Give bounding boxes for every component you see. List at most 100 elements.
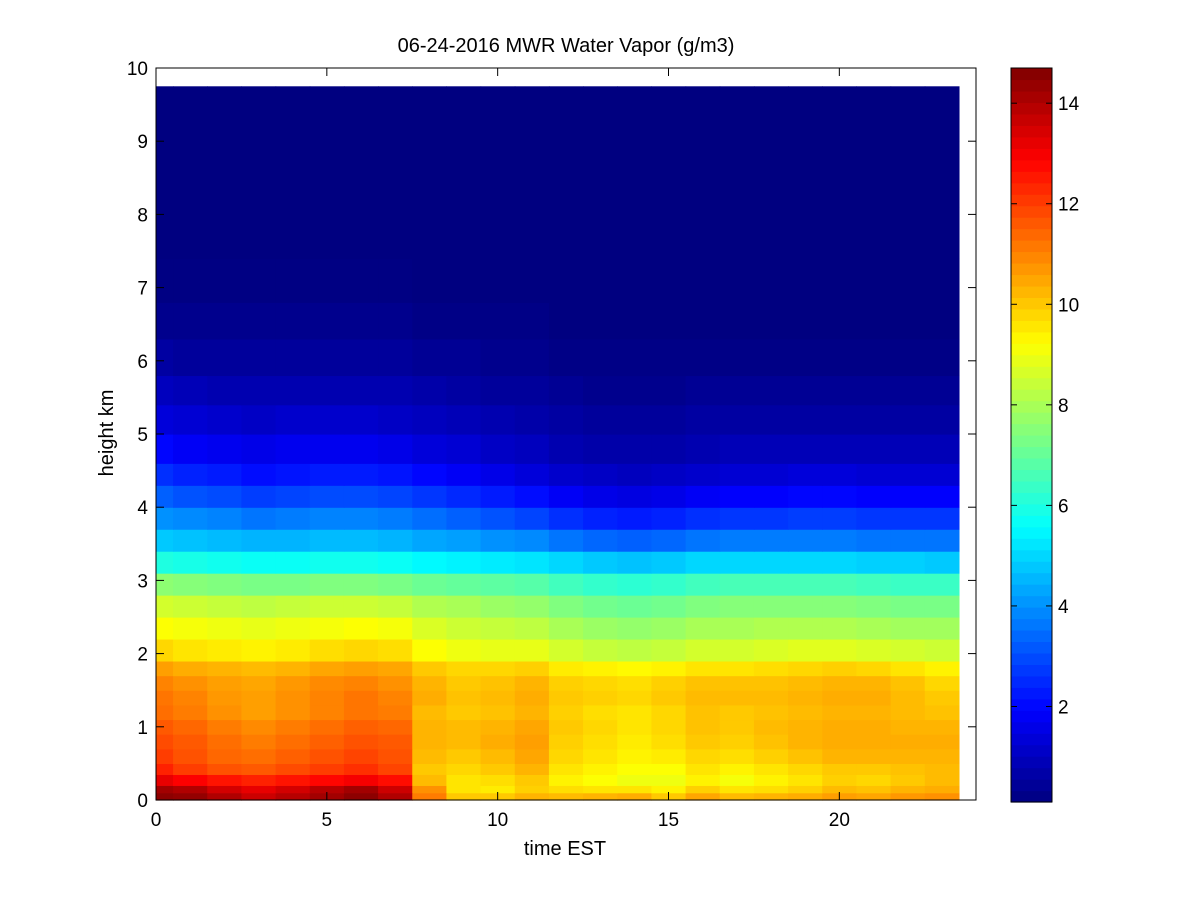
heatmap-cell xyxy=(822,675,858,691)
heatmap-cell xyxy=(275,763,311,775)
heatmap-cell xyxy=(207,375,243,406)
heatmap-cell xyxy=(856,141,892,208)
heatmap-cell xyxy=(514,86,550,142)
heatmap-cell xyxy=(275,595,311,618)
heatmap-cell xyxy=(514,763,550,775)
heatmap-cell xyxy=(241,463,277,486)
heatmap-cell xyxy=(753,785,789,794)
heatmap-cell xyxy=(583,207,618,259)
heatmap-cell xyxy=(924,774,960,786)
heatmap-cell xyxy=(617,434,653,464)
colorbar-step xyxy=(1011,526,1052,539)
colorbar-step xyxy=(1011,389,1052,402)
heatmap-cell xyxy=(378,638,413,662)
heatmap-cell xyxy=(583,595,618,618)
heatmap-cell xyxy=(446,595,482,618)
heatmap-cell xyxy=(412,595,448,618)
heatmap-cell xyxy=(173,529,208,552)
heatmap-cell xyxy=(617,141,653,208)
heatmap-cell xyxy=(514,675,550,691)
heatmap-cell xyxy=(514,785,550,794)
heatmap-cell xyxy=(890,207,926,259)
heatmap-cell xyxy=(173,338,208,377)
colorbar-step xyxy=(1011,159,1052,172)
heatmap-cell xyxy=(583,704,618,721)
heatmap-cell xyxy=(343,617,379,640)
heatmap-cell xyxy=(753,302,789,340)
heatmap-cell xyxy=(651,573,687,596)
heatmap-cell xyxy=(822,507,858,530)
heatmap-cell xyxy=(241,434,277,464)
heatmap-cell xyxy=(412,258,448,303)
heatmap-cell xyxy=(480,638,516,662)
heatmap-cell xyxy=(685,573,721,596)
heatmap-cell xyxy=(241,207,277,259)
heatmap-cell xyxy=(719,763,755,775)
heatmap-cell xyxy=(446,675,482,691)
heatmap-cell xyxy=(788,690,823,706)
heatmap-cell xyxy=(156,507,174,530)
heatmap-cell xyxy=(480,573,516,596)
heatmap-cell xyxy=(890,704,926,721)
heatmap-cell xyxy=(241,792,277,801)
heatmap-cell xyxy=(275,338,311,377)
y-tick-label: 2 xyxy=(137,645,148,666)
heatmap-cell xyxy=(480,507,516,530)
heatmap-cell xyxy=(685,485,721,508)
heatmap-cell xyxy=(241,734,277,750)
heatmap-cell xyxy=(583,774,618,786)
heatmap-cell xyxy=(275,675,311,691)
heatmap-cell xyxy=(548,660,584,677)
heatmap-cell xyxy=(309,463,345,486)
colorbar-step xyxy=(1011,756,1052,769)
heatmap-cell xyxy=(890,617,926,640)
y-tick-label: 5 xyxy=(137,425,148,446)
heatmap-cell xyxy=(173,573,208,596)
heatmap-cell xyxy=(156,774,174,786)
heatmap-cell xyxy=(343,258,379,303)
heatmap-cell xyxy=(890,141,926,208)
heatmap-cell xyxy=(822,338,858,377)
heatmap-cell xyxy=(548,258,584,303)
heatmap-cell xyxy=(617,774,653,786)
heatmap-cell xyxy=(514,338,550,377)
heatmap-cell xyxy=(275,617,311,640)
heatmap-cell xyxy=(651,595,687,618)
heatmap-cell xyxy=(583,660,618,677)
heatmap-cell xyxy=(822,375,858,406)
heatmap-cell xyxy=(617,463,653,486)
heatmap-cell xyxy=(378,595,413,618)
colorbar-step xyxy=(1011,343,1052,356)
heatmap-cell xyxy=(241,551,277,574)
heatmap-cell xyxy=(651,404,687,435)
heatmap-cell xyxy=(651,734,687,750)
heatmap-cell xyxy=(412,573,448,596)
colorbar-step xyxy=(1011,457,1052,471)
heatmap-cell xyxy=(156,734,174,750)
heatmap-cell xyxy=(446,734,482,750)
heatmap-cell xyxy=(890,258,926,303)
heatmap-cell xyxy=(412,734,448,750)
heatmap-cell xyxy=(617,404,653,435)
x-axis-label: time EST xyxy=(524,838,606,860)
heatmap-cell xyxy=(685,258,721,303)
heatmap-cell xyxy=(685,529,721,552)
heatmap-cell xyxy=(309,302,345,340)
heatmap-cell xyxy=(378,207,413,259)
heatmap-cell xyxy=(241,704,277,721)
colorbar-ticks: 2 4 6 8 10 12 14 xyxy=(1011,94,1080,718)
heatmap-cell xyxy=(309,507,345,530)
heatmap-cell xyxy=(617,375,653,406)
heatmap-cell xyxy=(412,785,448,794)
heatmap-cell xyxy=(446,719,482,735)
heatmap-cell xyxy=(583,375,618,406)
heatmap-cell xyxy=(156,660,174,677)
heatmap-cell xyxy=(924,595,960,618)
heatmap-cell xyxy=(822,595,858,618)
heatmap-cell xyxy=(207,507,243,530)
heatmap-cell xyxy=(207,86,243,142)
colorbar-step xyxy=(1011,308,1052,321)
heatmap-cell xyxy=(173,302,208,340)
heatmap-cell xyxy=(924,763,960,775)
heatmap-cell xyxy=(378,302,413,340)
